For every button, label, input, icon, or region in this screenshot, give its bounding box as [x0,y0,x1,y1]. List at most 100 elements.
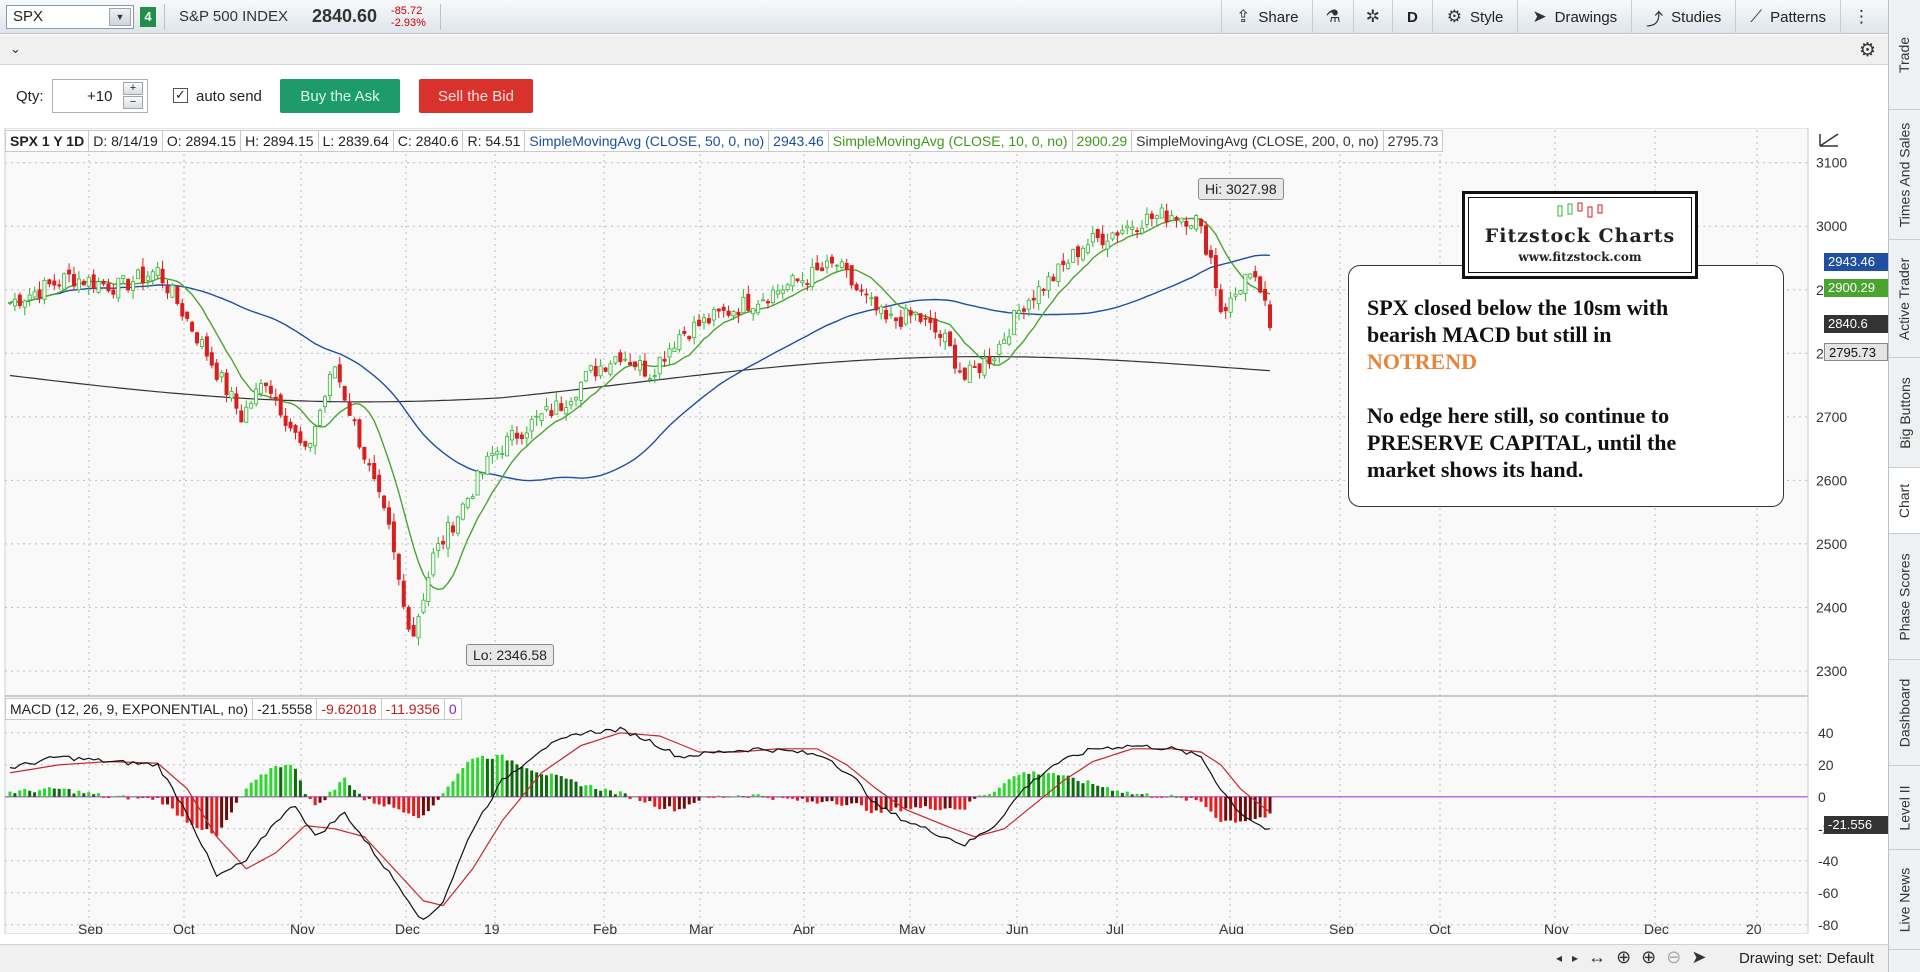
qty-stepper[interactable]: + − [123,82,145,110]
macd-histogram-bar [1061,775,1065,797]
candle-body [1095,229,1100,239]
macd-histogram-bar [1170,794,1174,797]
drawings-label: Drawings [1554,8,1618,26]
scroll-right-icon[interactable]: ▸ [1572,951,1579,965]
candle-body [884,309,889,320]
expand-icon[interactable]: ↔ [1588,947,1607,967]
macd-histogram-bar [1174,796,1178,798]
macd-histogram-bar [1125,791,1129,797]
patterns-button[interactable]: ⟋ Patterns [1735,0,1840,34]
sma200-line [9,356,1271,403]
side-tab-dashboard[interactable]: Dashboard [1889,660,1920,766]
drawings-button[interactable]: ➤ Drawings [1517,0,1631,34]
candle-body [834,264,839,267]
candle-body [613,356,618,364]
side-tab-big-buttons[interactable]: Big Buttons [1889,358,1920,468]
studies-button[interactable]: ⤴ Studies [1631,0,1735,34]
side-tab-live-news[interactable]: Live News [1889,850,1920,950]
candle-body [667,348,672,358]
candle-body [244,406,249,423]
plus-icon[interactable]: + [123,82,143,95]
macd-histogram-bar [535,772,539,797]
scroll-left-icon[interactable]: ◂ [1556,951,1563,965]
auto-send-checkbox[interactable]: ✓ [173,88,188,103]
macd-histogram-bar [909,796,913,809]
macd-histogram-bar [510,760,514,797]
link-badge[interactable]: 4 [140,6,156,27]
candle-body [57,284,62,287]
more-button[interactable]: ⋮ [1840,0,1882,34]
macd-histogram-bar [648,796,652,802]
macd-histogram-bar [367,796,371,799]
high-marker: Hi: 3027.98 [1198,178,1284,200]
macd-histogram-bar [800,796,804,799]
candle-body [677,334,682,350]
settings-button[interactable]: ✲ [1352,0,1392,34]
symbol-selector[interactable]: SPX ▼ [6,4,134,29]
macd-axis-tick: -80 [1818,917,1838,933]
chevron-down-icon[interactable]: ▼ [109,7,131,26]
candle-body [1085,244,1090,254]
macd-label[interactable]: MACD (12, 26, 9, EXPONENTIAL, no) [5,698,254,720]
flask-button[interactable]: ⚗ [1312,0,1352,34]
macd-histogram-bar [397,796,401,810]
minus-icon[interactable]: − [123,96,143,109]
price-axis-tick: 2500 [1816,536,1847,552]
candle-body [1159,207,1164,219]
macd-histogram-bar [436,796,440,800]
candle-body [1174,216,1179,221]
macd-axis-tick: 20 [1818,757,1834,773]
divider [164,3,165,30]
sma50-value: 2943.46 [768,130,829,152]
candle-body [810,266,815,287]
candle-body [972,366,977,368]
candle-body [815,262,820,271]
side-tab-phase-scores[interactable]: Phase Scores [1889,534,1920,660]
candle-body [347,401,352,416]
candle-body [441,540,446,545]
macd-histogram-bar [372,796,376,804]
buy-ask-button[interactable]: Buy the Ask [280,79,400,113]
macd-histogram-bar [544,775,548,797]
candle-body [647,378,652,381]
crosshair-icon[interactable]: ⊕ [1616,947,1632,967]
candle-body [268,385,273,394]
time-axis-tick: Feb [593,921,617,934]
side-tab-times-and-sales[interactable]: Times And Sales [1889,110,1920,240]
candle-body [1125,225,1130,229]
candle-body [524,432,529,439]
side-tab-active-trader[interactable]: Active Trader [1889,240,1920,358]
collapse-icon[interactable]: ⌄ [10,41,21,56]
side-tab-trade[interactable]: Trade [1889,0,1920,110]
zoom-in-icon[interactable]: ⊕ [1641,947,1657,967]
side-tab-level-ii[interactable]: Level II [1889,766,1920,850]
candles-icon [1557,202,1603,218]
macd-histogram-bar [348,785,352,797]
drawing-set-selector[interactable]: Drawing set: Default [1738,950,1874,967]
sma10-label[interactable]: SimpleMovingAvg (CLOSE, 10, 0, no) [827,130,1073,152]
share-button[interactable]: ⇪ Share [1221,0,1312,34]
candle-body [1076,246,1081,258]
sma50-label[interactable]: SimpleMovingAvg (CLOSE, 50, 0, no) [524,130,770,152]
zoom-out-icon[interactable]: ⊖ [1666,947,1682,967]
candle-body [1223,307,1228,312]
candle-body [519,434,524,439]
sell-bid-button[interactable]: Sell the Bid [419,79,533,113]
style-button[interactable]: ⚙ Style [1431,0,1518,34]
aggregation-button[interactable]: D [1391,0,1432,34]
price-axis-tick: 2400 [1816,599,1847,615]
candle-body [761,299,766,302]
sma200-label[interactable]: SimpleMovingAvg (CLOSE, 200, 0, no) [1131,130,1384,152]
gear-icon[interactable]: ⚙ [1858,40,1876,61]
candle-body [47,279,52,285]
note-line-5: PRESERVE CAPITAL, until the [1367,430,1677,455]
side-tab-chart[interactable]: Chart [1889,468,1920,534]
macd-histogram-bar [1022,772,1026,797]
macd-histogram-bar [992,791,996,797]
macd-histogram-bar [1071,777,1075,797]
candle-body [1115,232,1120,236]
macd-histogram-bar [938,796,942,811]
macd-histogram-bar [1184,796,1188,801]
pointer-icon[interactable]: ➤ [1691,947,1707,967]
